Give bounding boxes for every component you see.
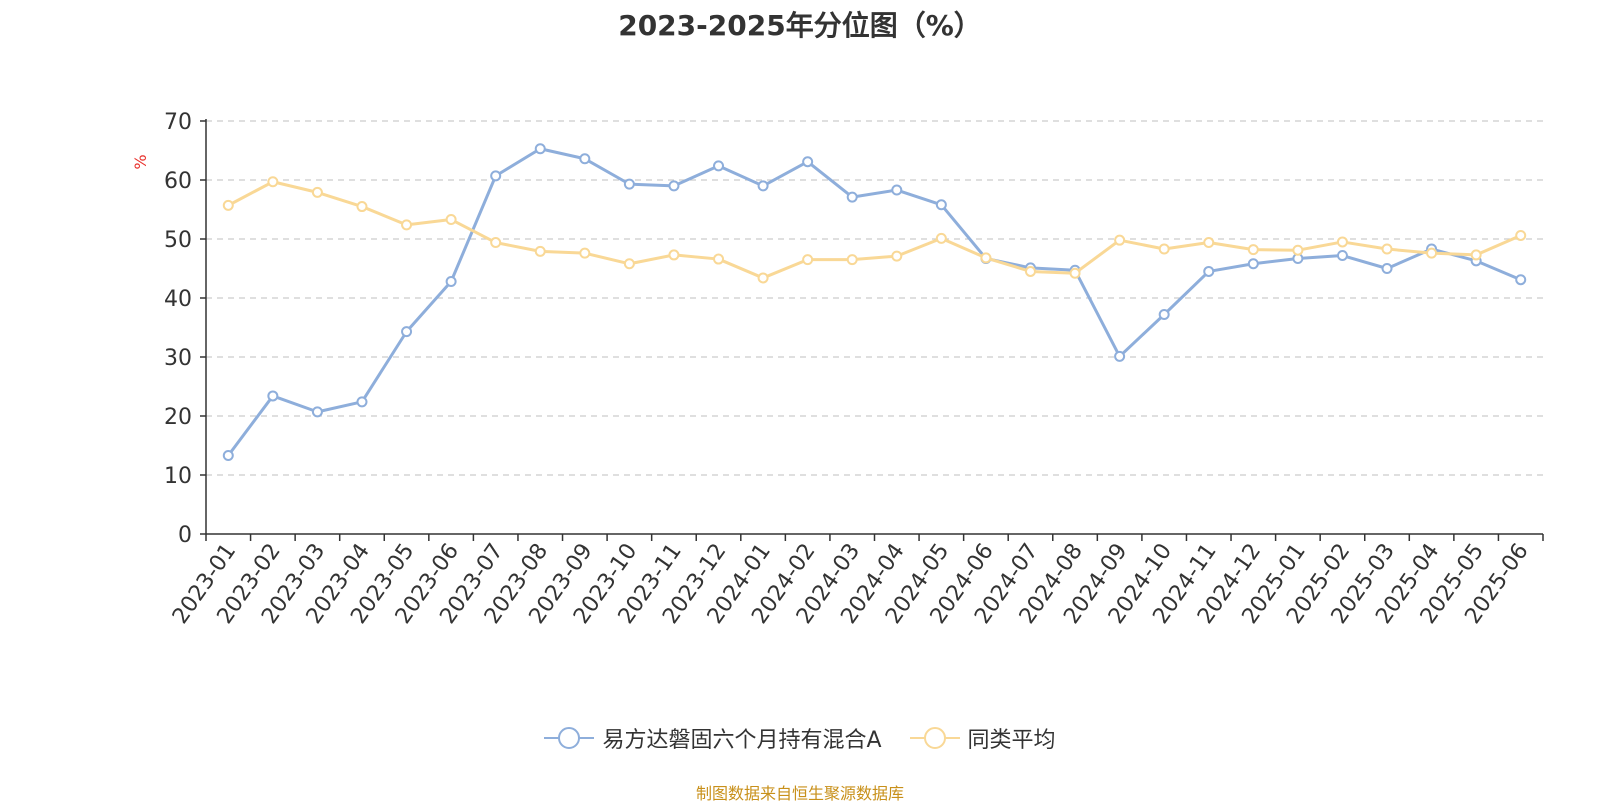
y-tick-label: 0 [178,523,192,548]
data-point [490,170,502,182]
data-point [757,272,769,284]
data-point [623,258,635,270]
data-point [1203,237,1215,249]
data-point [668,180,680,192]
data-point [1247,258,1259,270]
y-tick-label: 50 [164,228,192,253]
data-point [846,254,858,266]
data-point [1336,250,1348,262]
legend: 易方达磐固六个月持有混合A 同类平均 [0,722,1600,754]
data-point [1336,236,1348,248]
data-point [891,184,903,196]
legend-label-fund: 易方达磐固六个月持有混合A [602,728,882,753]
data-point [623,178,635,190]
data-point [1515,229,1527,241]
data-point [1024,265,1036,277]
data-point [534,245,546,257]
y-tick-label: 70 [164,110,192,135]
data-point [1114,234,1126,246]
data-point [980,252,992,264]
data-point [713,253,725,265]
legend-item-peer-average[interactable]: 同类平均 [909,722,1056,754]
legend-symbol-fund [544,727,595,749]
data-point [311,186,323,198]
y-tick-label: 10 [164,464,192,489]
axis-layer: 0102030405060702023-012023-022023-032023… [164,110,1544,629]
data-point [222,450,234,462]
data-point [846,191,858,203]
data-point [1292,244,1304,256]
data-point [1515,274,1527,286]
legend-symbol-peer-average [909,727,960,749]
data-point [445,214,457,226]
series-1 [222,176,1527,284]
data-point [534,143,546,155]
data-point [1381,263,1393,274]
data-point [935,199,947,211]
data-point [1114,350,1126,362]
data-point [579,247,591,259]
data-point [490,237,502,249]
data-point [356,396,368,408]
data-point [356,201,368,213]
chart-title: 2023-2025年分位图（%） [618,9,982,42]
series-layer [222,143,1527,462]
data-point [267,390,279,402]
data-point [401,326,413,338]
data-point [267,176,279,188]
data-point [713,160,725,172]
data-point [311,406,323,418]
data-point [802,156,814,168]
y-axis-label: % [131,154,150,169]
data-point [668,249,680,261]
data-point [445,275,457,287]
y-tick-label: 60 [164,169,192,194]
data-point [1426,247,1438,259]
data-point [891,250,903,262]
data-point [1470,249,1482,261]
y-tick-label: 40 [164,287,192,312]
data-point [1158,309,1170,321]
data-point [222,199,234,211]
data-point [935,232,947,244]
grid-layer [206,120,1543,476]
source-note: 制图数据来自恒生聚源数据库 [695,784,904,803]
data-point [1203,265,1215,277]
data-point [1247,244,1259,256]
data-point [1158,243,1170,255]
data-point [1069,267,1081,279]
data-point [401,219,413,231]
data-point [1381,243,1393,255]
y-tick-label: 20 [164,405,192,430]
legend-item-fund[interactable]: 易方达磐固六个月持有混合A [544,722,882,754]
series-line [227,180,1522,280]
series-line [227,147,1522,457]
data-point [802,254,814,266]
legend-label-peer-average: 同类平均 [967,728,1056,753]
data-point [757,180,769,192]
data-point [579,153,591,165]
series-0 [222,143,1527,462]
y-tick-label: 30 [164,346,192,371]
